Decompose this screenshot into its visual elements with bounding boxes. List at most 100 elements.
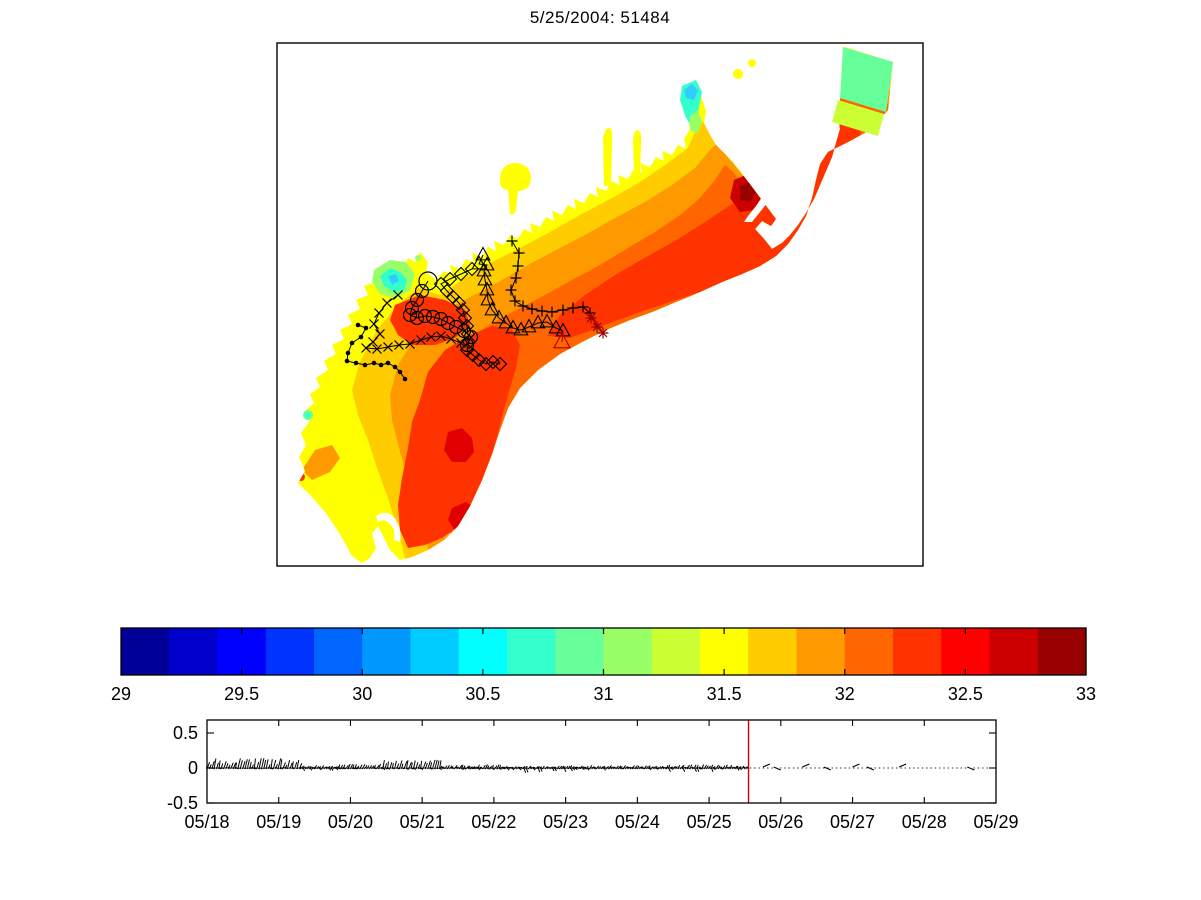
contour-band-32.4-east bbox=[548, 104, 862, 338]
colorbar-segment bbox=[217, 628, 267, 675]
track-drifter-x bbox=[361, 290, 466, 354]
colorbar-segment bbox=[893, 628, 942, 675]
colorbar-segment bbox=[410, 628, 460, 675]
colorbar-segment bbox=[796, 628, 846, 675]
colorbar-tick-label: 29 bbox=[111, 684, 131, 704]
sparse-mark bbox=[802, 763, 810, 768]
colorbar-segment bbox=[458, 628, 508, 675]
x-tick-label: 05/29 bbox=[973, 812, 1018, 832]
island-dot-1 bbox=[748, 59, 756, 67]
track-drifter-circle bbox=[402, 271, 479, 353]
y-tick-label: 0 bbox=[188, 758, 198, 778]
contour-band-32.4-west bbox=[390, 295, 470, 345]
colorbar-segment bbox=[507, 628, 556, 675]
drifter-tracks-layer bbox=[344, 235, 609, 382]
x-tick-label: 05/25 bbox=[687, 812, 732, 832]
cape-river-sliver bbox=[744, 170, 786, 222]
sparse-mark bbox=[898, 763, 907, 768]
salinity-contour-map bbox=[276, 42, 924, 567]
x-tick-label: 05/28 bbox=[902, 812, 947, 832]
colorbar-tick-label: 31 bbox=[593, 684, 613, 704]
contour-dot-left-point bbox=[298, 473, 305, 481]
x-tick-label: 05/22 bbox=[471, 812, 516, 832]
x-tick-label: 05/18 bbox=[184, 812, 229, 832]
colorbar-segment bbox=[265, 628, 315, 675]
y-tick-label: -0.5 bbox=[167, 793, 198, 813]
winyah-plume-cyan bbox=[388, 274, 399, 285]
colorbar-tick-label: 30 bbox=[352, 684, 372, 704]
freshwater-patches bbox=[303, 47, 893, 420]
figure-title: 5/25/2004: 51484 bbox=[529, 8, 671, 27]
x-tick-label: 05/24 bbox=[615, 812, 660, 832]
ne-corner-green-patch bbox=[840, 47, 893, 112]
colorbar-segment bbox=[169, 628, 219, 675]
colorbar-tick-label: 33 bbox=[1076, 684, 1096, 704]
coast-green-dot-2 bbox=[415, 255, 421, 261]
winyah-plume-aqua bbox=[380, 268, 407, 292]
colorbar-tick-label: 29.5 bbox=[224, 684, 259, 704]
y-tick-label: 0.5 bbox=[173, 723, 198, 743]
inlet-plume-aqua bbox=[680, 80, 702, 126]
x-tick-label: 05/26 bbox=[758, 812, 803, 832]
winyah-plume-green bbox=[372, 260, 415, 298]
tip-spit-hook bbox=[376, 512, 401, 542]
inlet-plume-green bbox=[690, 110, 702, 134]
colorbar-tick-label: 32.5 bbox=[948, 684, 983, 704]
x-tick-label: 05/20 bbox=[328, 812, 373, 832]
colorbar-segment bbox=[121, 628, 170, 675]
coast-green-dot bbox=[303, 410, 313, 420]
yellow-finger-1 bbox=[603, 128, 613, 186]
contour-band-31.8 bbox=[390, 76, 893, 563]
colorbar-segment bbox=[555, 628, 605, 675]
contour-band-32.4-south bbox=[398, 326, 520, 548]
sparse-mark bbox=[762, 763, 771, 768]
contour-blob-32.7-b bbox=[448, 502, 480, 534]
track-drifter-dots bbox=[344, 322, 408, 382]
colorbar-segment bbox=[314, 628, 363, 675]
stick-series bbox=[205, 758, 749, 773]
yellow-mushroom-blob bbox=[500, 163, 531, 215]
colorbar-segment bbox=[651, 628, 701, 675]
sparse-mark bbox=[773, 766, 781, 771]
colorbar-segment bbox=[362, 628, 412, 675]
x-tick-label: 05/23 bbox=[543, 812, 588, 832]
colorbar-segment bbox=[603, 628, 653, 675]
sparse-mark bbox=[852, 763, 860, 768]
track-drifter-plus bbox=[505, 235, 609, 339]
colorbar-segment bbox=[941, 628, 991, 675]
timeseries-plot: 05/18 05/19 05/20 05/21 05/22 05/23 05/24 05/25… bbox=[167, 719, 1019, 832]
colorbar-segment bbox=[989, 628, 1039, 675]
contour-band-31.4 bbox=[298, 47, 893, 563]
sparse-mark bbox=[823, 766, 832, 771]
yellow-finger-2 bbox=[633, 130, 642, 172]
contour-patch-left-point bbox=[302, 445, 340, 480]
x-tick-label: 05/21 bbox=[400, 812, 445, 832]
contour-blob-32.7-a bbox=[444, 428, 474, 462]
colorbar-segment bbox=[700, 628, 749, 675]
colorbar-segment bbox=[748, 628, 798, 675]
contour-blob-32.8-cape bbox=[730, 174, 762, 212]
x-tick-label: 05/27 bbox=[830, 812, 875, 832]
colorbar-tick-label: 32 bbox=[835, 684, 855, 704]
coast-green-dot-core bbox=[305, 412, 311, 418]
colorbar: 29 29.5 30 30.5 31 31.5 32 32.5 33 bbox=[111, 627, 1096, 704]
island-dot-2 bbox=[733, 69, 743, 79]
contour-band-32.0 bbox=[428, 92, 893, 563]
colorbar-tick-label: 31.5 bbox=[707, 684, 742, 704]
inlet-plume-cyan bbox=[684, 84, 698, 100]
sparse-mark bbox=[967, 766, 975, 771]
track-drifter-diamond bbox=[433, 261, 508, 372]
sparse-mark bbox=[866, 766, 875, 771]
track-drifter-triangle bbox=[471, 246, 572, 349]
contour-blob-33-cape bbox=[740, 182, 756, 202]
colorbar-segment bbox=[844, 628, 894, 675]
colorbar-segment bbox=[1037, 628, 1087, 675]
map-axes-box bbox=[276, 42, 924, 567]
ne-corner-green-fringe bbox=[832, 100, 884, 136]
colorbar-box bbox=[120, 627, 1087, 676]
x-tick-label: 05/19 bbox=[256, 812, 301, 832]
coastal-details bbox=[376, 59, 786, 542]
timeseries-axes-box bbox=[206, 719, 997, 804]
